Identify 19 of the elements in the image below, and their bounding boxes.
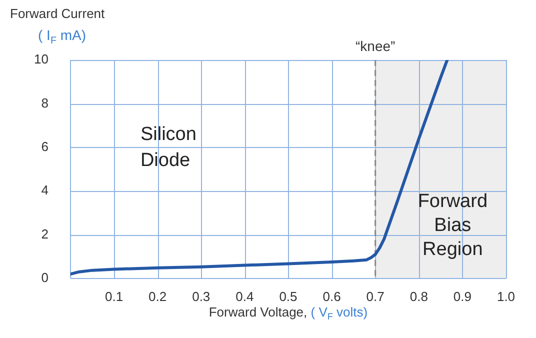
x-tick-label: 0.2 <box>148 288 167 304</box>
band-label: Forward Bias Region <box>418 191 488 260</box>
x-tick-label: 0.9 <box>453 288 472 304</box>
x-tick-label: 0.6 <box>322 288 341 304</box>
y-tick-label: 8 <box>41 95 48 110</box>
x-tick-label: 0.8 <box>410 288 428 304</box>
y-tick-label: 6 <box>41 138 48 154</box>
x-tick-label: 0.1 <box>104 288 124 304</box>
x-tick-label: 1.0 <box>496 288 516 304</box>
ref-line-label: “knee” <box>355 38 396 54</box>
x-tick-label: 0.3 <box>192 288 210 304</box>
y-tick-label: 2 <box>41 226 48 242</box>
x-tick-label: 0.7 <box>366 288 384 304</box>
y-tick-label: 0 <box>41 270 48 285</box>
annotation: Silicon Diode <box>140 124 196 172</box>
y-tick-label: 4 <box>41 182 48 198</box>
x-tick-label: 0.4 <box>236 288 254 304</box>
x-tick-label: 0.5 <box>279 288 298 304</box>
y-tick-label: 10 <box>34 52 48 67</box>
